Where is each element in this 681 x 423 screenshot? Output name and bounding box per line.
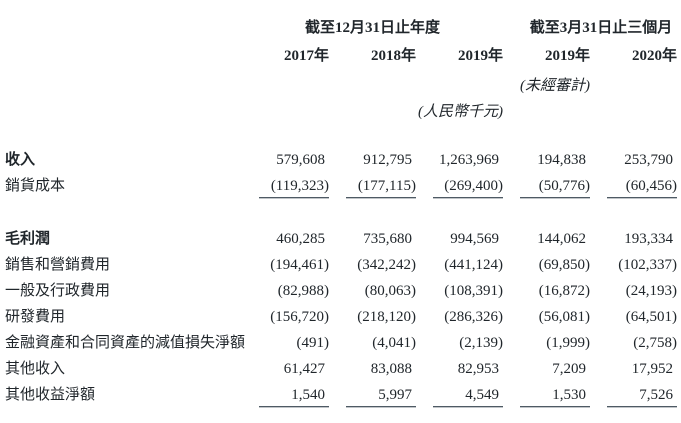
value-cell: 579,608: [276, 152, 325, 168]
row-spacer: [5, 199, 677, 226]
currency-note-row: (人民幣千元): [5, 104, 677, 121]
value-cell: (64,501): [625, 309, 677, 325]
row-label-spacer: [5, 20, 242, 37]
value-cell: 912,795: [363, 152, 412, 168]
value-cell: (82,988): [277, 283, 329, 299]
value-cell: 194,838: [537, 152, 586, 168]
value-cell: 144,062: [537, 231, 586, 247]
table-row: 毛利潤 460,285 735,680 994,569 144,062 193,334: [5, 226, 677, 252]
year-header-row: 2017年 2018年 2019年 2019年 2020年: [5, 48, 677, 65]
value-cell: (50,776): [503, 173, 590, 199]
value-cell: (194,461): [270, 257, 329, 273]
year-header: 2017年: [283, 48, 329, 64]
currency-unit-note: (人民幣千元): [418, 104, 503, 120]
value-cell: (60,456): [590, 173, 677, 199]
value-cell: (342,242): [357, 257, 416, 273]
value-cell: 17,952: [631, 361, 673, 377]
row-label-spacer: [5, 48, 242, 65]
row-label: 金融資產和合同資產的減值損失淨額: [5, 335, 246, 351]
table-row: 其他收益淨額 1,540 5,997 4,549 1,530 7,526: [5, 382, 677, 408]
value-cell: (69,850): [538, 257, 590, 273]
column-group-quarterly-label: 截至3月31日止三個月: [529, 20, 673, 36]
value-cell: 5,997: [329, 382, 416, 408]
value-cell: 83,088: [370, 361, 412, 377]
value-cell: 193,334: [624, 231, 673, 247]
value-cell: (2,139): [459, 335, 503, 351]
table-row: 金融資產和合同資產的減值損失淨額 (491) (4,041) (2,139) (1,99…: [5, 330, 677, 356]
value-cell: 7,209: [552, 361, 586, 377]
year-header: 2019年: [544, 48, 590, 64]
value-cell: (2,758): [633, 335, 677, 351]
column-group-header-row: 截至12月31日止年度 截至3月31日止三個月: [5, 20, 677, 37]
value-cell: 253,790: [624, 152, 673, 168]
value-cell: (108,391): [444, 283, 503, 299]
table-row: 收入 579,608 912,795 1,263,969 194,838 253,790: [5, 147, 677, 173]
value-cell: 61,427: [283, 361, 325, 377]
row-label: 其他收入: [5, 361, 66, 377]
year-header: 2019年: [457, 48, 503, 64]
row-label: 收入: [5, 152, 36, 168]
table-row: 銷貨成本 (119,323) (177,115) (269,400) (50,776)(…: [5, 173, 677, 199]
value-cell: (491): [296, 335, 330, 351]
value-cell: (156,720): [270, 309, 329, 325]
value-cell: (80,063): [364, 283, 416, 299]
value-cell: (177,115): [329, 173, 416, 199]
table-row: 研發費用 (156,720) (218,120) (286,326) (56,081) (…: [5, 304, 677, 330]
value-cell: (24,193): [625, 283, 677, 299]
row-label: 其他收益淨額: [5, 387, 96, 403]
value-cell: 82,953: [457, 361, 499, 377]
value-cell: (119,323): [242, 173, 329, 199]
unaudited-note: (未經審計): [520, 78, 590, 94]
value-cell: 1,530: [503, 382, 590, 408]
value-cell: (102,337): [618, 257, 677, 273]
value-cell: 7,526: [590, 382, 677, 408]
data-rows: 收入 579,608 912,795 1,263,969 194,838 253,790 銷…: [5, 147, 677, 408]
row-label: 一般及行政費用: [5, 283, 111, 299]
value-cell: 4,549: [416, 382, 503, 408]
row-label: 銷貨成本: [5, 178, 66, 194]
value-cell: 1,540: [242, 382, 329, 408]
value-cell: (269,400): [416, 173, 503, 199]
value-cell: 460,285: [276, 231, 325, 247]
year-header: 2020年: [631, 48, 677, 64]
table-row: 其他收入 61,427 83,088 82,953 7,209 17,952: [5, 356, 677, 382]
value-cell: (1,999): [546, 335, 590, 351]
value-cell: 994,569: [450, 231, 499, 247]
row-label: 研發費用: [5, 309, 66, 325]
row-label: 銷售和營銷費用: [5, 257, 111, 273]
value-cell: (218,120): [357, 309, 416, 325]
table-row: 一般及行政費用 (82,988) (80,063) (108,391) (16,872)…: [5, 278, 677, 304]
column-group-annual: 截至12月31日止年度: [304, 20, 440, 36]
value-cell: (16,872): [538, 283, 590, 299]
row-label: 毛利潤: [5, 231, 51, 247]
unaudited-note-row: (未經審計): [5, 78, 677, 95]
year-header: 2018年: [370, 48, 416, 64]
value-cell: (4,041): [372, 335, 416, 351]
value-cell: 735,680: [363, 231, 412, 247]
column-group-quarterly: 截至3月31日止三個月: [503, 20, 677, 37]
value-cell: (441,124): [444, 257, 503, 273]
value-cell: (286,326): [444, 309, 503, 325]
value-cell: (56,081): [538, 309, 590, 325]
value-cell: 1,263,969: [439, 152, 499, 168]
table-row: 銷售和營銷費用 (194,461) (342,242) (441,124) (69,85…: [5, 252, 677, 278]
